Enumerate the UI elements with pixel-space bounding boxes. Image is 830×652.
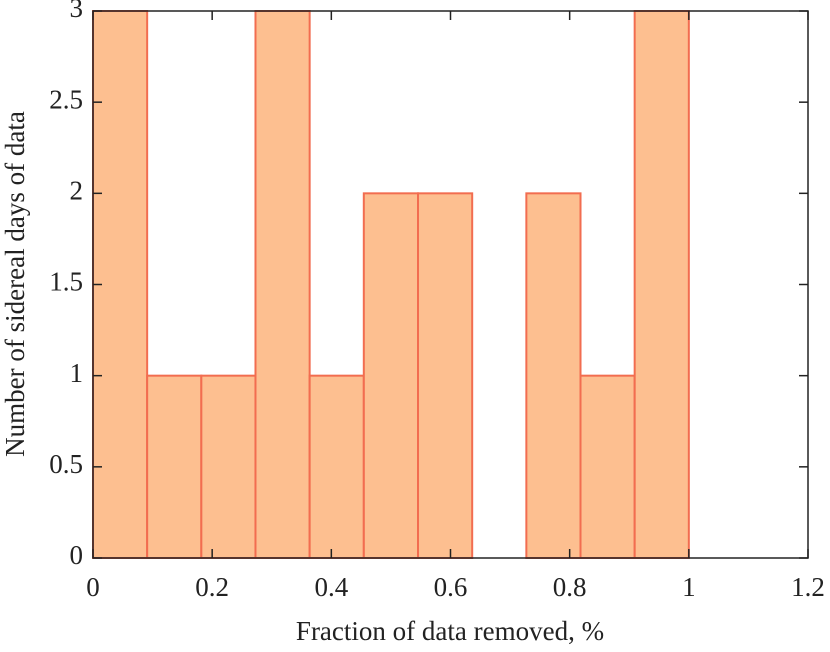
y-tick-label: 0.5 — [49, 449, 83, 479]
x-tick-label: 1 — [682, 572, 696, 602]
y-tick-label: 2.5 — [49, 84, 83, 114]
bar — [417, 192, 474, 559]
bar — [254, 10, 311, 559]
x-tick-label: 0 — [86, 572, 100, 602]
x-tick-label: 0.2 — [195, 572, 229, 602]
y-tick-label: 1.5 — [49, 267, 83, 297]
x-axis-label: Fraction of data removed, % — [296, 616, 604, 646]
bar — [200, 374, 257, 559]
x-tick-label: 0.4 — [314, 572, 348, 602]
y-tick-label: 3 — [70, 0, 84, 23]
bar — [633, 10, 690, 559]
bar — [92, 10, 149, 559]
bar — [146, 374, 203, 559]
y-axis-label: Number of sidereal days of data — [0, 111, 30, 457]
y-tick-label: 2 — [70, 176, 84, 206]
bar — [362, 192, 420, 559]
x-tick-label: 0.8 — [553, 572, 587, 602]
y-tick-label: 1 — [70, 358, 84, 388]
bar — [308, 374, 365, 559]
bar — [579, 374, 636, 559]
x-tick-label: 0.6 — [434, 572, 468, 602]
y-tick-label: 0 — [70, 540, 84, 570]
bar — [525, 192, 582, 559]
x-tick-label: 1.2 — [791, 572, 825, 602]
